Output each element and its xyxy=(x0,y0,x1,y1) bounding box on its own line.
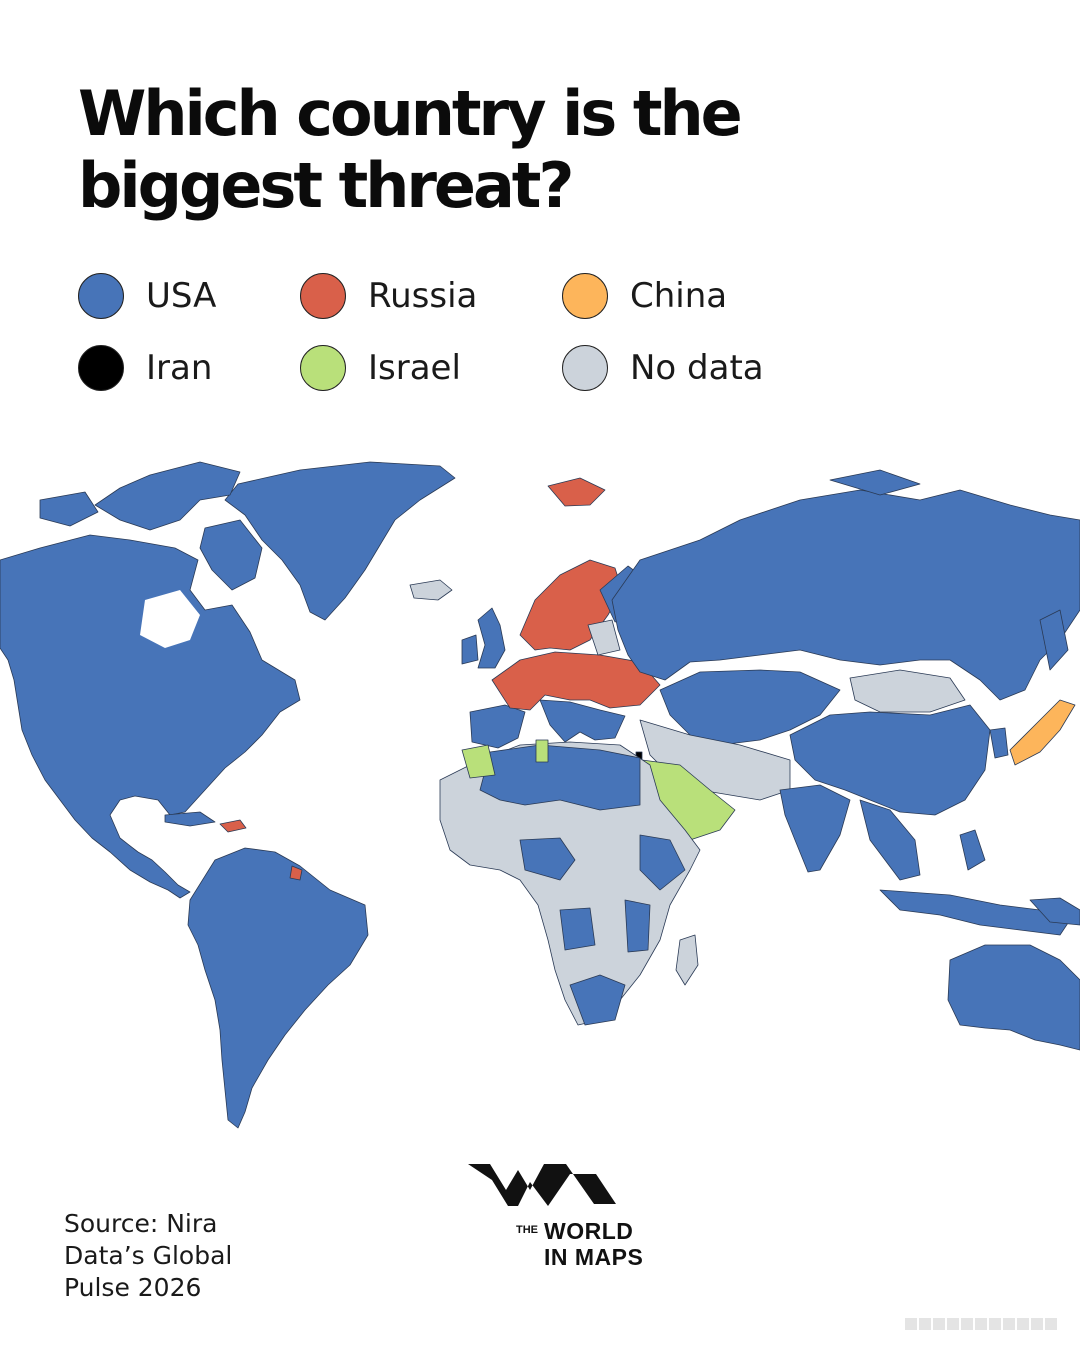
north-america xyxy=(0,534,301,899)
page-title: Which country is the biggest threat? xyxy=(78,77,743,222)
iceland xyxy=(409,579,453,601)
svalbard xyxy=(547,477,606,507)
central-africa-usa xyxy=(519,837,576,881)
brand-logo: THE WORLD IN MAPS xyxy=(466,1160,666,1280)
tunisia xyxy=(535,739,549,763)
legend-item-china: China xyxy=(562,270,727,322)
central-asia xyxy=(659,669,841,746)
indonesia xyxy=(879,889,1071,936)
legend-label-no-data: No data xyxy=(630,348,764,388)
legend-swatch-no-data xyxy=(562,345,608,391)
congo-usa xyxy=(559,907,596,951)
logo-text-in-maps: IN MAPS xyxy=(544,1244,644,1270)
kamchatka xyxy=(1039,609,1069,671)
russia xyxy=(611,489,1080,701)
india xyxy=(779,784,851,873)
legend-label-china: China xyxy=(630,276,728,316)
baltic-states xyxy=(587,619,621,656)
arctic-island-west xyxy=(39,491,99,527)
legend-swatch-russia xyxy=(300,273,346,319)
australia xyxy=(947,944,1080,1051)
world-in-maps-logo-icon xyxy=(468,1164,616,1206)
cuba xyxy=(164,811,216,827)
morocco xyxy=(461,744,496,779)
legend-swatch-iran xyxy=(78,345,124,391)
mongolia xyxy=(849,669,966,713)
legend-swatch-china xyxy=(562,273,608,319)
image-strip-scrollbar[interactable] xyxy=(905,1317,1075,1331)
french-guiana xyxy=(289,865,303,881)
legend-label-iran: Iran xyxy=(146,348,213,388)
legend-item-iran: Iran xyxy=(78,342,212,394)
ireland xyxy=(461,634,479,665)
southern-africa-usa xyxy=(569,974,626,1026)
source-note: Source: Nira Data’s Global Pulse 2026 xyxy=(64,1209,233,1302)
new-guinea xyxy=(1029,897,1080,926)
iberia xyxy=(469,704,526,749)
legend-label-israel: Israel xyxy=(368,348,461,388)
legend-label-usa: USA xyxy=(146,276,217,316)
legend-swatch-usa xyxy=(78,273,124,319)
korea xyxy=(989,727,1009,759)
united-kingdom xyxy=(477,607,506,669)
logo-text-the: THE xyxy=(516,1224,538,1236)
china xyxy=(789,704,991,816)
arctic-islands-russia xyxy=(829,469,921,496)
hispaniola xyxy=(219,819,247,833)
north-africa xyxy=(479,744,641,811)
canadian-arctic-islands xyxy=(94,461,241,531)
madagascar xyxy=(675,934,699,986)
italy-balkans xyxy=(539,699,626,743)
legend-swatch-israel xyxy=(300,345,346,391)
japan xyxy=(1009,699,1076,766)
south-america xyxy=(187,847,369,1129)
central-europe xyxy=(491,651,661,711)
legend-label-russia: Russia xyxy=(368,276,478,316)
legend-item-usa: USA xyxy=(78,270,216,322)
legend-item-russia: Russia xyxy=(300,270,477,322)
philippines xyxy=(959,829,986,871)
mozambique-usa xyxy=(624,899,651,953)
baffin-island xyxy=(199,519,263,591)
legend-item-no-data: No data xyxy=(562,342,764,394)
east-africa-usa xyxy=(639,834,686,891)
world-map xyxy=(0,461,1080,1129)
legend-item-israel: Israel xyxy=(300,342,461,394)
logo-text-world: WORLD xyxy=(544,1218,634,1244)
greenland xyxy=(224,461,456,621)
africa xyxy=(439,741,701,1026)
map-legend: USA Russia China Iran Israel No data xyxy=(78,270,838,400)
southeast-asia xyxy=(859,799,921,881)
hudson-bay xyxy=(140,590,200,648)
